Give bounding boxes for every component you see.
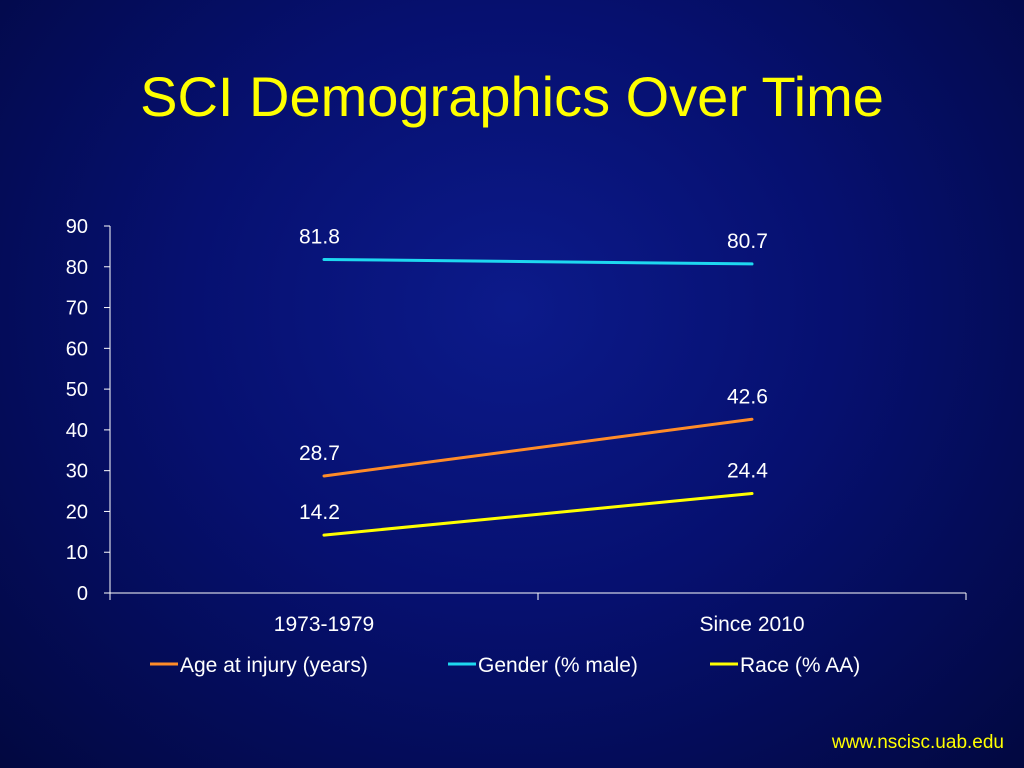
y-tick-label: 20 bbox=[66, 501, 88, 523]
series-line-3 bbox=[322, 492, 754, 537]
legend-label: Gender (% male) bbox=[478, 654, 638, 677]
y-tick-label: 80 bbox=[66, 257, 88, 279]
series-line-2 bbox=[322, 257, 754, 266]
data-label: 80.7 bbox=[727, 230, 768, 253]
x-tick-label: 1973-1979 bbox=[274, 613, 374, 636]
y-tick-label: 90 bbox=[66, 216, 88, 238]
legend-label: Race (% AA) bbox=[740, 654, 860, 677]
x-tick-label: Since 2010 bbox=[699, 613, 804, 636]
slide-title: SCI Demographics Over Time bbox=[140, 65, 884, 128]
y-tick-label: 70 bbox=[66, 298, 88, 320]
data-label: 42.6 bbox=[727, 385, 768, 408]
data-label: 24.4 bbox=[727, 460, 768, 483]
y-tick-label: 0 bbox=[77, 583, 88, 605]
data-label: 81.8 bbox=[299, 225, 340, 248]
y-tick-label: 50 bbox=[66, 379, 88, 401]
data-label: 14.2 bbox=[299, 501, 340, 524]
y-tick-label: 30 bbox=[66, 461, 88, 483]
series-line-1 bbox=[322, 417, 754, 478]
footer-url: www.nscisc.uab.edu bbox=[831, 732, 1004, 753]
y-tick-label: 10 bbox=[66, 542, 88, 564]
y-tick-label: 40 bbox=[66, 420, 88, 442]
legend-label: Age at injury (years) bbox=[180, 654, 368, 677]
y-tick-label: 60 bbox=[66, 338, 88, 360]
data-label: 28.7 bbox=[299, 442, 340, 465]
